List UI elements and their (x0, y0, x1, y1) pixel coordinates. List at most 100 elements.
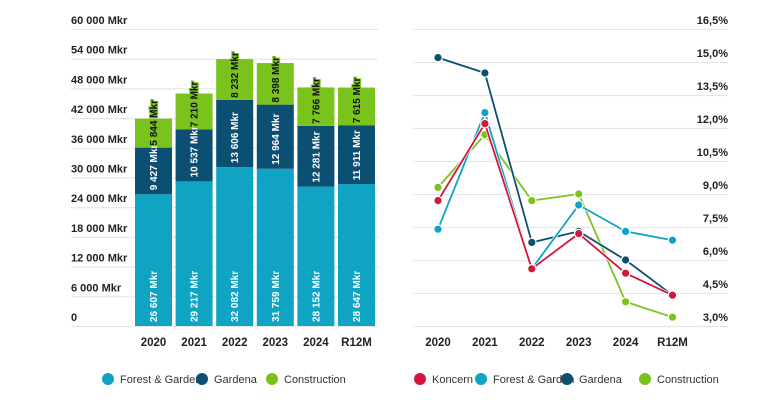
line-y-tick-label: 15,0% (697, 48, 728, 60)
bar-y-tick-label: 42 000 Mkr (71, 104, 128, 116)
bar-data-label: 11 911 Mkr (352, 130, 363, 180)
line-series-construction (433, 129, 678, 322)
bar-data-label: 8 398 Mkr (271, 57, 282, 103)
legend-item-construction: Construction (266, 373, 346, 386)
bar-data-label: 13 606 Mkr (230, 112, 241, 163)
legend-label: Koncern (432, 374, 473, 386)
bar-y-tick-label: 12 000 Mkr (71, 253, 128, 265)
line-data-point (433, 52, 443, 63)
bar-y-tick-label: 48 000 Mkr (71, 74, 128, 86)
bar-data-label: 10 537 Mkr (190, 126, 201, 177)
legend-item-construction: Construction (639, 373, 719, 386)
bar-data-label: 5 844 Mkr (149, 100, 160, 146)
line-y-tick-label: 12,0% (697, 114, 728, 126)
legend-swatch-icon (414, 373, 426, 385)
bar-segment-forest-and-garden (216, 167, 254, 326)
line-y-tick-label: 6,0% (703, 246, 728, 258)
line-x-tick-label: 2023 (566, 337, 592, 349)
bar-segment-construction (338, 87, 375, 126)
bar-data-label: 32 082 Mkr (230, 271, 241, 322)
line-x-tick-label: 2021 (472, 337, 498, 349)
bar-y-tick-label: 6 000 Mkr (71, 282, 122, 294)
bar-segment-construction (256, 63, 294, 105)
line-data-point (573, 200, 584, 210)
bar-y-tick-label: 36 000 Mkr (71, 134, 128, 146)
bar-data-label: 28 647 Mkr (352, 271, 363, 322)
line-y-tick-label: 13,5% (697, 81, 728, 93)
bar-segment-construction (175, 93, 213, 130)
stacked-bar-chart: 0 6 000 Mkr 12 000 Mkr 18 000 Mkr 24 000 Mkr… (71, 15, 378, 386)
bar-data-label: 7 210 Mkr (190, 82, 201, 128)
line-data-point (526, 237, 537, 248)
legend-label: Forest & Garden (120, 374, 201, 386)
line-path-halo (437, 56, 674, 297)
bar-y-tick-label: 24 000 Mkr (71, 193, 128, 205)
line-x-tick-label: 2022 (519, 337, 545, 349)
legend-swatch-icon (266, 373, 278, 385)
line-data-point (667, 312, 678, 322)
line-chart-x-axis: 2020 2021 2022 2023 2024 R12M (425, 337, 688, 349)
line-chart-series (433, 52, 678, 322)
bar-chart-x-axis: 2020 2021 2022 2023 2024 R12M (141, 337, 372, 349)
bar-group-2024: 28 152 Mkr 12 281 Mkr 7 766 Mkr (297, 77, 335, 326)
line-data-point (480, 68, 490, 78)
legend-label: Construction (657, 374, 719, 386)
line-y-tick-label: 16,5% (697, 15, 728, 27)
line-data-point (433, 224, 443, 234)
bar-segment-gardena (135, 147, 172, 195)
bar-segment-gardena (256, 104, 294, 169)
line-path (437, 133, 673, 319)
line-x-tick-label: R12M (657, 337, 688, 349)
bar-y-tick-label: 0 (71, 312, 77, 324)
line-data-point (480, 107, 490, 118)
line-path (437, 56, 674, 296)
line-data-point (433, 195, 443, 206)
line-y-tick-label: 3,0% (703, 312, 728, 324)
bar-segment-construction (135, 118, 172, 148)
legend-swatch-icon (475, 373, 487, 385)
bar-group-2022: 32 082 Mkr 13 606 Mkr 8 232 Mkr (216, 51, 254, 326)
bar-x-tick-label: 2023 (263, 337, 289, 349)
line-path-halo (436, 110, 673, 271)
bar-segment-gardena (175, 129, 213, 182)
bar-data-label: 8 232 Mkr (230, 52, 241, 98)
bar-data-label: 9 427 Mkr (149, 145, 160, 191)
line-path (437, 111, 673, 270)
bar-segment-gardena (297, 125, 335, 187)
bar-group-2023: 31 759 Mkr 12 964 Mkr 8 398 Mkr (256, 56, 294, 326)
line-path (437, 122, 673, 297)
line-data-point (620, 296, 631, 307)
legend-item-forest-and-garden: Forest & Garden (102, 373, 201, 386)
bar-data-label: 28 152 Mkr (311, 271, 322, 322)
line-data-point (573, 189, 584, 199)
line-data-point (526, 195, 537, 206)
line-data-point (620, 226, 631, 237)
bar-group-r12m: 28 647 Mkr 11 911 Mkr 7 615 Mkr (338, 76, 375, 326)
line-data-point (667, 235, 678, 245)
legend-label: Gardena (214, 374, 258, 386)
line-data-point (620, 268, 631, 278)
bar-segment-gardena (338, 125, 375, 185)
line-data-point (526, 263, 537, 274)
bar-data-label: 26 607 Mkr (149, 271, 160, 322)
legend-label: Forest & Garden (493, 374, 574, 386)
line-data-point (480, 118, 490, 129)
bar-x-tick-label: 2024 (303, 337, 329, 349)
line-x-tick-label: 2024 (613, 337, 639, 349)
bar-segment-construction (297, 87, 335, 126)
bar-segment-forest-and-garden (297, 186, 335, 326)
bar-x-tick-label: 2020 (141, 337, 167, 349)
line-chart-y-axis: 3,0% 4,5% 6,0% 7,5% 9,0% 10,5% 12,0% 13,5% 15,0%… (697, 15, 728, 324)
legend-swatch-icon (102, 373, 114, 385)
bar-y-tick-label: 30 000 Mkr (71, 164, 128, 176)
line-x-tick-label: 2020 (425, 337, 451, 349)
bar-segment-forest-and-garden (256, 168, 294, 326)
line-chart: 3,0% 4,5% 6,0% 7,5% 9,0% 10,5% 12,0% 13,5% 15,0%… (413, 15, 728, 386)
line-data-point (433, 182, 443, 193)
legend-item-gardena: Gardena (196, 373, 258, 386)
bar-data-label: 12 964 Mkr (271, 114, 282, 165)
bar-segment-gardena (216, 99, 254, 168)
legend-item-koncern: Koncern (414, 373, 473, 386)
